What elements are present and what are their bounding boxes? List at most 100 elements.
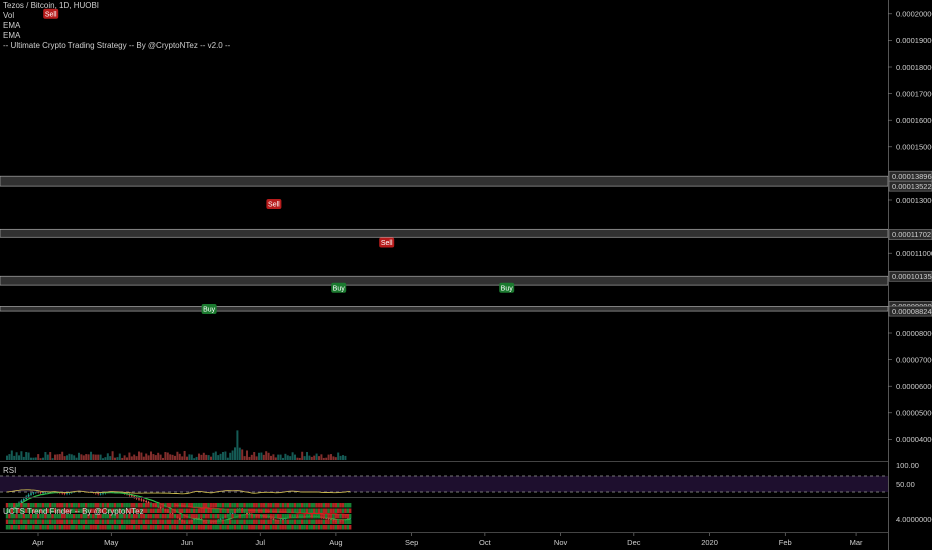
trend-cell	[37, 508, 40, 513]
candle-body	[39, 491, 42, 493]
trend-cell	[128, 519, 131, 524]
trend-cell	[27, 525, 30, 530]
trend-cell	[123, 508, 126, 513]
volume-bar	[243, 456, 246, 460]
trend-cell	[101, 525, 105, 530]
trend-cell	[27, 508, 30, 513]
trend-cell	[202, 508, 205, 513]
volume-bar	[198, 453, 200, 460]
trend-cell	[229, 519, 232, 524]
trend-cell	[209, 508, 213, 513]
trend-cell	[214, 503, 217, 508]
volume-bar	[253, 452, 256, 460]
volume-bar	[265, 451, 268, 460]
trend-cell	[308, 508, 311, 513]
trend-cell	[317, 503, 321, 508]
trend-cell	[123, 514, 126, 519]
trend-cell	[221, 503, 225, 508]
trend-cell	[145, 525, 148, 530]
trend-cell	[32, 503, 35, 508]
trend-cell	[8, 525, 11, 530]
trend-cell	[277, 525, 280, 530]
trend-cell	[344, 519, 347, 524]
trend-finder-label[interactable]: UCTS Trend Finder -- By @CryptoNTez	[3, 507, 144, 516]
trend-cell	[142, 514, 145, 519]
volume-bar	[118, 453, 121, 460]
trend-cell	[279, 514, 282, 519]
trend-cell	[68, 514, 71, 519]
trend-cell	[313, 519, 316, 524]
time-axis[interactable]: Apr May Jun Jul Aug Sep Oct Nov Dec 2020 Feb Mar	[32, 533, 863, 547]
trend-cell	[286, 508, 289, 513]
trend-cell	[339, 503, 342, 508]
candle-body	[27, 494, 30, 497]
trend-cell	[68, 525, 71, 530]
volume-bar	[195, 456, 198, 460]
trend-cell	[277, 514, 280, 519]
trend-cell	[236, 514, 239, 519]
trend-cell	[262, 508, 265, 513]
volume-bar	[66, 455, 68, 460]
trend-cell	[56, 503, 59, 508]
trend-cell	[219, 519, 222, 524]
rsi-label[interactable]: RSI	[3, 466, 17, 475]
candle-body	[178, 517, 181, 520]
trend-cell	[286, 503, 289, 508]
trend-cell	[159, 525, 162, 530]
trend-cell	[212, 508, 215, 513]
sell-signal: Sell	[379, 237, 395, 248]
strategy-label[interactable]: -- Ultimate Crypto Trading Strategy -- B…	[3, 41, 231, 50]
trend-cell	[173, 525, 177, 530]
volume-bar	[87, 454, 90, 460]
trend-cell	[135, 503, 138, 508]
trend-cell	[183, 508, 186, 513]
trend-cell	[10, 525, 13, 530]
trend-cell	[190, 508, 193, 513]
trend-cell	[269, 508, 273, 513]
ema-label-1[interactable]: EMA	[3, 21, 21, 30]
trend-cell	[39, 525, 42, 530]
trend-cell	[17, 503, 21, 508]
trend-cell	[313, 508, 316, 513]
candle-body	[147, 502, 150, 504]
ema-label-2[interactable]: EMA	[3, 31, 21, 40]
trend-cell	[164, 525, 167, 530]
trend-cell	[272, 508, 275, 513]
trend-cell	[111, 525, 114, 530]
trend-cell	[327, 514, 330, 519]
trend-cell	[140, 508, 143, 513]
trend-cell	[298, 503, 301, 508]
trend-cell	[94, 525, 97, 530]
volume-bar	[162, 457, 164, 460]
trend-cell	[89, 525, 93, 530]
trend-cell	[5, 503, 9, 508]
trend-cell	[171, 519, 174, 524]
volume-bar	[337, 452, 340, 460]
trend-cell	[37, 525, 40, 530]
trend-cell	[197, 519, 201, 524]
trend-cell	[159, 519, 162, 524]
trend-cell	[181, 525, 184, 530]
trend-cell	[44, 519, 47, 524]
volume-bar	[61, 451, 64, 460]
vol-label[interactable]: Vol	[3, 11, 15, 20]
trend-cell	[197, 514, 201, 519]
trend-cell	[154, 503, 157, 508]
trend-cell	[128, 503, 131, 508]
trend-cell	[344, 525, 347, 530]
trend-cell	[313, 525, 316, 530]
symbol-title[interactable]: Tezos / Bitcoin, 1D, HUOBI	[3, 1, 100, 10]
trend-cell	[260, 508, 263, 513]
trend-cell	[255, 525, 258, 530]
trend-cell	[176, 508, 179, 513]
level-tag-text: 0.00013896	[892, 172, 932, 181]
trend-cell	[315, 519, 318, 524]
trend-cell	[308, 514, 311, 519]
trend-cell	[145, 519, 148, 524]
trend-cell	[116, 519, 119, 524]
trend-cell	[61, 503, 64, 508]
trend-cell	[298, 525, 301, 530]
trend-cell	[238, 519, 241, 524]
volume-bar	[145, 453, 148, 460]
